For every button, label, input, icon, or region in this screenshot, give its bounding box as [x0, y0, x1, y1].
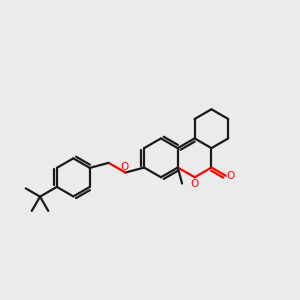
- Text: O: O: [226, 171, 235, 181]
- Text: O: O: [121, 162, 129, 172]
- Text: O: O: [191, 178, 199, 188]
